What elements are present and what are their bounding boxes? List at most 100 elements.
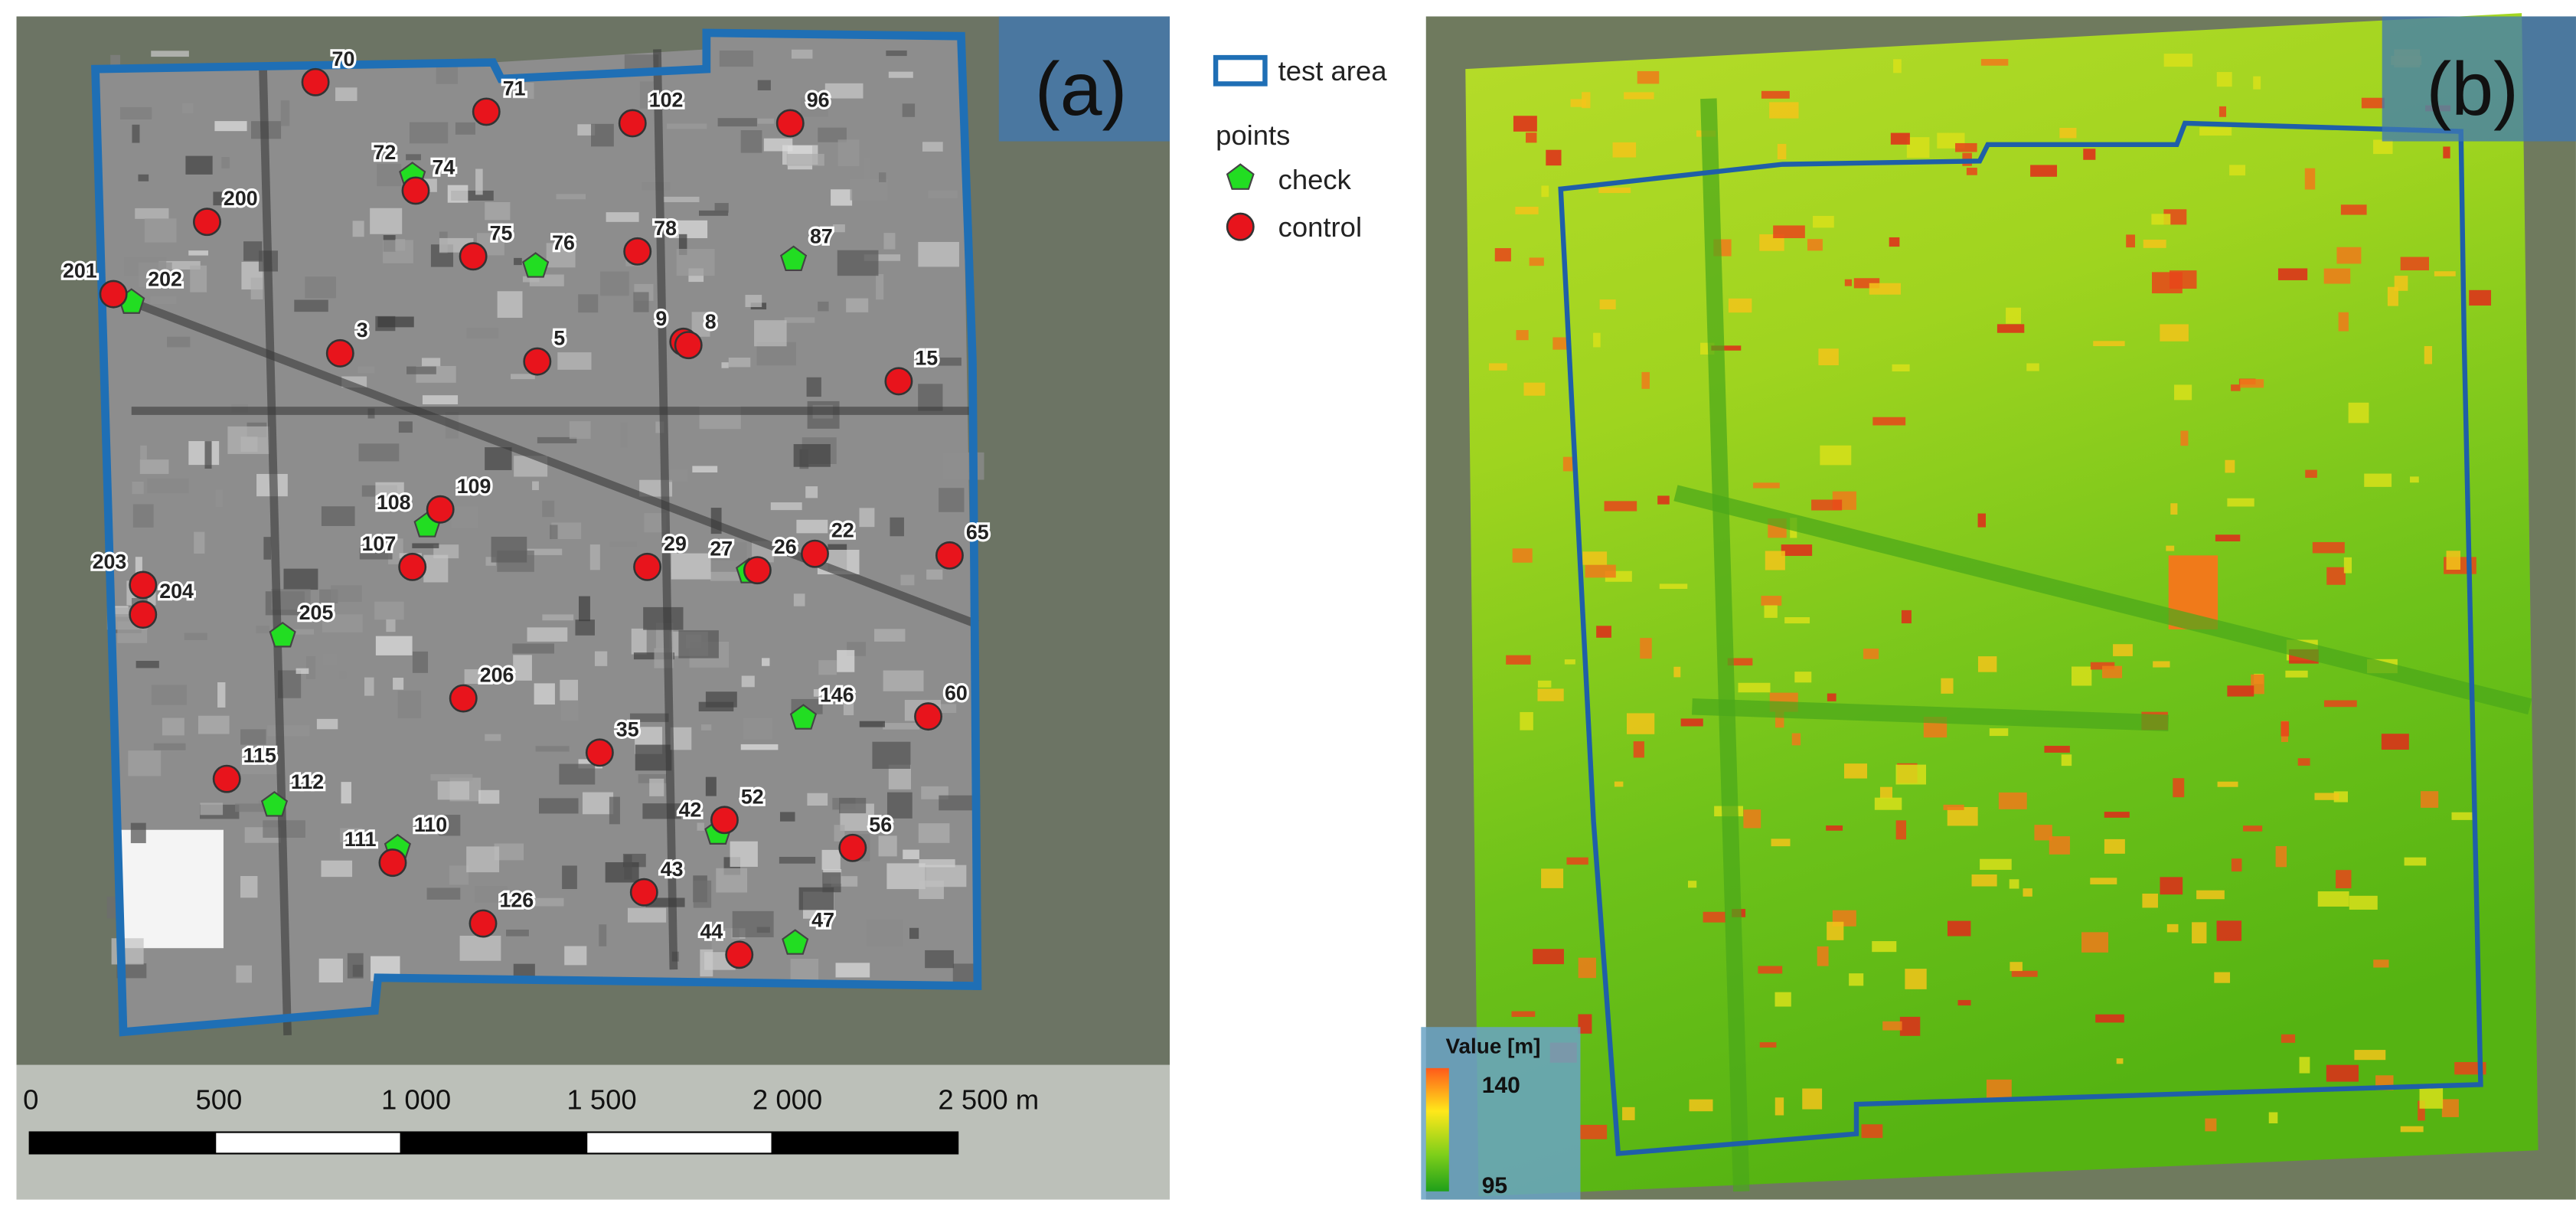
- texture-block: [437, 781, 469, 800]
- texture-block: [359, 548, 393, 560]
- building: [1657, 495, 1670, 505]
- building: [2231, 384, 2241, 391]
- building: [2324, 700, 2357, 708]
- texture-block: [512, 82, 534, 100]
- point-label: 126: [499, 889, 534, 912]
- texture-block: [874, 629, 906, 642]
- texture-block: [663, 196, 700, 203]
- building: [1753, 482, 1780, 489]
- building: [2314, 793, 2339, 800]
- building: [1774, 992, 1791, 1007]
- check-point: [522, 252, 550, 278]
- texture-block: [494, 843, 524, 861]
- building: [1947, 920, 1971, 937]
- building: [1546, 149, 1562, 166]
- check-point: [789, 704, 818, 730]
- texture-block: [717, 118, 757, 127]
- texture-block: [721, 362, 729, 368]
- texture-block: [813, 689, 823, 697]
- point-label: 52: [741, 785, 764, 808]
- test-area-boundary: [1558, 120, 2483, 1156]
- point-label: 112: [291, 770, 324, 793]
- texture-block: [294, 299, 328, 312]
- building: [1892, 364, 1910, 372]
- building: [1872, 941, 1897, 953]
- texture-block: [883, 233, 896, 250]
- texture-block: [478, 789, 500, 804]
- building: [1901, 610, 1912, 624]
- building: [2340, 204, 2367, 215]
- texture-block: [188, 250, 209, 256]
- texture-block: [150, 296, 177, 305]
- building: [1494, 248, 1511, 262]
- texture-block: [374, 601, 404, 620]
- texture-block: [705, 776, 717, 796]
- scale-label: 2 000: [753, 1084, 822, 1116]
- building: [2419, 1087, 2444, 1109]
- texture-block: [295, 668, 309, 675]
- point-label: 29: [664, 532, 687, 555]
- texture-block: [144, 218, 177, 243]
- texture-block: [514, 257, 522, 266]
- building: [2090, 878, 2117, 884]
- texture-block: [406, 154, 421, 161]
- building: [1849, 973, 1864, 986]
- texture-block: [322, 654, 338, 665]
- point-label: 22: [831, 519, 854, 542]
- building: [2163, 54, 2193, 67]
- texture-block: [740, 130, 762, 153]
- building: [1506, 655, 1531, 665]
- panel-label: (a): [1035, 47, 1128, 131]
- texture-block: [599, 924, 607, 946]
- texture-block: [754, 320, 787, 347]
- building: [2317, 891, 2349, 907]
- texture-block: [822, 872, 841, 893]
- texture-block: [491, 536, 527, 563]
- texture-block: [600, 271, 629, 296]
- texture-block: [398, 421, 413, 433]
- building: [1989, 728, 2009, 737]
- texture-block: [762, 658, 770, 666]
- texture-block: [341, 782, 351, 804]
- building: [1711, 345, 1742, 351]
- building: [2225, 459, 2235, 473]
- texture-block: [215, 489, 223, 508]
- texture-block: [527, 897, 564, 907]
- texture-block: [806, 377, 821, 397]
- texture-block: [455, 122, 475, 135]
- texture-block: [846, 298, 869, 312]
- texture-block: [886, 792, 913, 819]
- control-point: [801, 539, 829, 568]
- building: [2216, 72, 2232, 87]
- point-label: 87: [810, 225, 833, 248]
- texture-block: [655, 421, 664, 433]
- texture-block: [818, 301, 829, 312]
- building: [1578, 1014, 1592, 1034]
- legend-boundary-swatch: [1213, 54, 1268, 87]
- texture-block: [375, 482, 404, 507]
- texture-block: [377, 163, 402, 187]
- building: [1872, 417, 1906, 426]
- texture-block: [633, 292, 649, 312]
- point-label: 44: [700, 920, 723, 943]
- colorbar-min: 95: [1482, 1173, 1507, 1198]
- building: [2101, 665, 2123, 678]
- texture-block: [779, 856, 816, 864]
- building: [2323, 268, 2351, 284]
- building: [1622, 1106, 1635, 1120]
- test-area-boundary: [91, 28, 982, 1037]
- building: [2446, 551, 2461, 570]
- control-point: [472, 97, 501, 126]
- texture-block: [409, 122, 449, 144]
- road: [113, 292, 979, 629]
- texture-block: [594, 651, 608, 666]
- building: [2421, 791, 2439, 808]
- texture-block: [569, 421, 591, 440]
- texture-block: [839, 797, 867, 814]
- point-label: 65: [966, 521, 989, 544]
- building: [1882, 1021, 1902, 1031]
- texture-block: [221, 157, 230, 168]
- point-label: 110: [414, 813, 447, 836]
- building: [2418, 1100, 2425, 1121]
- check-point: [269, 621, 296, 648]
